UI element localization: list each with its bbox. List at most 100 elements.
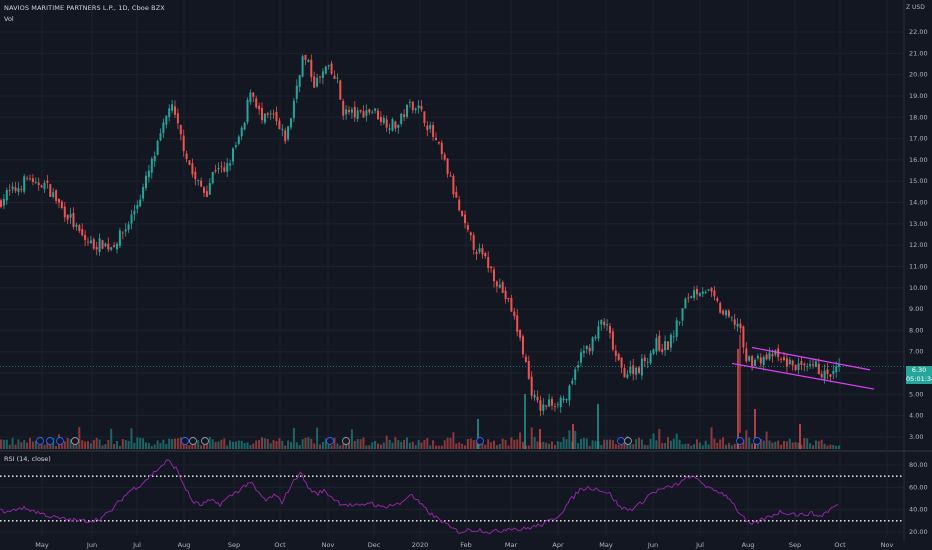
- candle-body: [655, 337, 658, 352]
- rsi-axis[interactable]: 80.00 60.00 40.00 20.00: [909, 461, 928, 536]
- dividend-marker-icon[interactable]: [71, 437, 79, 445]
- candle-body: [371, 112, 374, 114]
- dividend-marker-icon[interactable]: [342, 437, 350, 445]
- time-label: Sep: [228, 541, 240, 549]
- earnings-marker-icon[interactable]: [736, 437, 744, 445]
- candle-body: [400, 113, 403, 124]
- price-tick: 8.00: [909, 326, 923, 334]
- candle-body: [330, 63, 333, 74]
- earnings-marker-icon[interactable]: [56, 437, 64, 445]
- volume-bar: [348, 441, 350, 449]
- candle-body: [234, 145, 237, 148]
- earnings-marker-icon[interactable]: [476, 437, 484, 445]
- candle-body: [814, 361, 817, 367]
- candle-body: [174, 106, 176, 115]
- candle-body: [669, 334, 672, 348]
- volume-bar: [319, 444, 321, 449]
- volume-bar: [435, 445, 437, 449]
- volume-spike: [524, 394, 526, 449]
- candle-body: [516, 315, 519, 332]
- candle-body: [200, 180, 203, 187]
- trend-channel-line[interactable]: [751, 346, 871, 371]
- volume-bar: [142, 438, 145, 449]
- earnings-marker-icon[interactable]: [46, 437, 54, 445]
- candle-body: [722, 310, 725, 315]
- channel-lines[interactable]: [731, 346, 875, 390]
- candle-body: [246, 99, 249, 123]
- candle-body: [214, 169, 217, 172]
- candle-body: [365, 110, 368, 116]
- rsi-legend[interactable]: RSI (14, close): [4, 455, 51, 463]
- dividend-marker-icon[interactable]: [201, 437, 209, 445]
- earnings-marker-icon[interactable]: [326, 437, 334, 445]
- volume-bar: [745, 430, 748, 449]
- rsi-bands: [0, 475, 904, 522]
- volume-bar: [104, 444, 107, 449]
- trend-channel-line[interactable]: [731, 362, 875, 390]
- volume-bar: [522, 441, 524, 449]
- volume-spike: [799, 424, 801, 449]
- volume-bar: [533, 437, 536, 449]
- volume-bar: [490, 442, 493, 449]
- candle-body: [597, 326, 600, 339]
- candle-body: [313, 76, 316, 88]
- candle-body: [391, 119, 394, 131]
- volume-bar: [394, 437, 397, 449]
- candle-body: [379, 116, 382, 122]
- volume-bar: [696, 439, 698, 449]
- earnings-marker-icon[interactable]: [617, 437, 625, 445]
- earnings-marker-icon[interactable]: [181, 437, 189, 445]
- earnings-marker-icon[interactable]: [36, 437, 44, 445]
- volume-bar: [553, 445, 556, 449]
- candle-body: [588, 347, 591, 352]
- candle-body: [817, 363, 820, 375]
- volume-bar: [582, 437, 585, 449]
- volume-bar: [63, 441, 66, 449]
- volume-bar: [643, 444, 646, 449]
- candle-body: [661, 349, 664, 353]
- event-markers[interactable]: [36, 437, 761, 445]
- volume-bar: [72, 443, 75, 449]
- candle-body: [780, 358, 783, 360]
- candle-body: [510, 298, 513, 312]
- volume-bar: [203, 444, 205, 449]
- candle-body: [707, 289, 710, 291]
- volume-bar: [548, 443, 551, 449]
- earnings-marker-icon[interactable]: [753, 437, 761, 445]
- candle-body: [116, 243, 118, 250]
- volume-bar: [258, 439, 261, 449]
- volume-bar: [368, 445, 371, 449]
- candle-body: [420, 106, 423, 110]
- volume-bar: [565, 439, 568, 449]
- candle-body: [652, 349, 655, 354]
- volume-bar: [133, 442, 136, 449]
- volume-bar: [307, 437, 310, 449]
- candle-body: [481, 248, 484, 255]
- candle-body: [820, 373, 823, 378]
- candle-body: [89, 240, 92, 244]
- volume-bar: [687, 443, 690, 449]
- candle-body: [188, 160, 191, 165]
- volume-bar: [469, 438, 472, 449]
- dividend-marker-icon[interactable]: [189, 437, 197, 445]
- candle-body: [147, 170, 150, 178]
- volume-bar: [432, 440, 435, 449]
- candle-body: [411, 101, 414, 111]
- candle-body: [217, 167, 220, 170]
- volume-bar: [295, 442, 298, 449]
- dividend-marker-icon[interactable]: [624, 437, 632, 445]
- volume-bar: [733, 443, 736, 449]
- volume-legend[interactable]: Vol: [4, 15, 14, 23]
- candle-body: [133, 210, 136, 215]
- volume-bar: [362, 437, 365, 449]
- candle-body: [490, 266, 493, 269]
- candle-body: [124, 229, 127, 232]
- volume-bar: [817, 441, 820, 449]
- time-axis[interactable]: May Jun Jul Aug Sep Oct Nov Dec 2020 Feb Mar Apr May…: [35, 541, 893, 549]
- volume-bar: [809, 443, 812, 449]
- time-label: Mar: [505, 541, 518, 549]
- candle-body: [472, 235, 475, 250]
- volume-bar: [617, 444, 620, 449]
- symbol-title[interactable]: NAVIOS MARITIME PARTNERS L.P., 1D, Cboe …: [4, 4, 165, 12]
